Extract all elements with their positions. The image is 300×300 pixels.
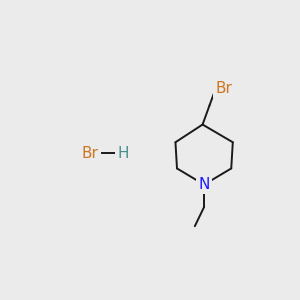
Text: Br: Br [216, 81, 232, 96]
Text: H: H [118, 146, 129, 160]
Text: N: N [198, 177, 210, 192]
Text: Br: Br [82, 146, 99, 160]
